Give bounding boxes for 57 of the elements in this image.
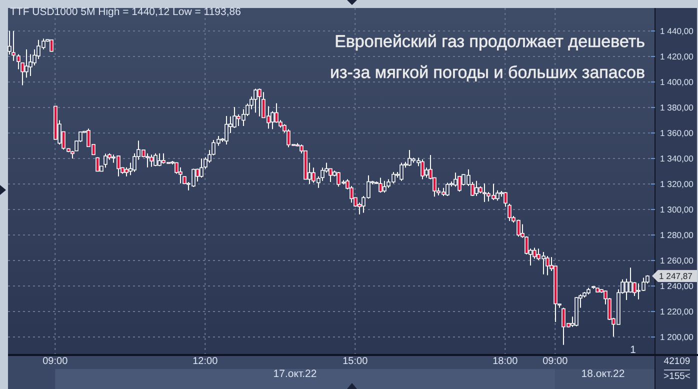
candlestick bbox=[482, 182, 486, 202]
candlestick bbox=[158, 152, 162, 167]
text: 18.окт.22 bbox=[581, 368, 625, 380]
y-tick-label: 1 280,00 bbox=[660, 230, 694, 240]
candlestick bbox=[146, 152, 150, 168]
y-tick-label: 1 340,00 bbox=[660, 154, 694, 164]
candlestick bbox=[150, 154, 154, 168]
y-tick-label: 1 420,00 bbox=[660, 51, 694, 62]
candlestick bbox=[12, 30, 16, 62]
x-tick-label: 18:00 bbox=[492, 356, 518, 367]
y-tick-label: 1 300,00 bbox=[660, 204, 694, 215]
text: 1 247,87 bbox=[659, 270, 693, 281]
x-tick-label: 09:00 bbox=[42, 356, 68, 367]
text: >155< bbox=[664, 371, 691, 382]
candlestick bbox=[178, 166, 182, 184]
candlestick bbox=[224, 116, 228, 145]
candlestick bbox=[378, 177, 382, 194]
candlestick bbox=[258, 88, 262, 117]
candlestick bbox=[254, 88, 258, 114]
text: 42109 bbox=[664, 356, 690, 367]
y-tick-label: 1 380,00 bbox=[660, 102, 694, 112]
candlestick bbox=[454, 172, 458, 188]
candlestick bbox=[50, 39, 54, 52]
text: Европейский газ продолжает дешеветь из-за мягкой погоды и больших запасов bbox=[330, 32, 646, 82]
candlestick bbox=[96, 156, 100, 172]
y-tick-label: 1 400,00 bbox=[660, 76, 694, 87]
candlestick bbox=[382, 180, 386, 194]
candlestick bbox=[28, 54, 32, 76]
candlestick bbox=[16, 54, 20, 70]
candlestick bbox=[474, 180, 478, 196]
candlestick bbox=[632, 282, 636, 296]
y-tick-label: 1 220,00 bbox=[660, 306, 694, 317]
candlestick bbox=[458, 175, 462, 192]
candlestick bbox=[624, 278, 628, 301]
candlestick bbox=[400, 162, 404, 182]
candlestick bbox=[154, 152, 158, 167]
x-tick-label: 12:00 bbox=[192, 356, 218, 367]
y-tick-label: 1 440,00 bbox=[660, 26, 694, 36]
candlestick bbox=[200, 158, 204, 178]
x-tick-label: 15:00 bbox=[342, 356, 368, 367]
candlestick bbox=[24, 48, 28, 78]
x-tick-label: 09:00 bbox=[542, 356, 568, 367]
candlestick bbox=[628, 267, 632, 294]
text: 17.окт.22 bbox=[273, 368, 317, 380]
candlestick bbox=[546, 256, 550, 276]
y-tick-label: 1 260,00 bbox=[660, 256, 694, 266]
candlestick bbox=[446, 182, 450, 196]
y-tick-label: 1 320,00 bbox=[660, 179, 694, 190]
candlestick bbox=[408, 149, 412, 167]
annotation: 1 bbox=[630, 344, 636, 356]
candlestick bbox=[104, 153, 108, 168]
y-tick-label: 1 200,00 bbox=[660, 332, 694, 342]
candlestick bbox=[420, 158, 424, 180]
candlestick bbox=[274, 102, 278, 124]
annotation: TTF USD1000 5M High = 1440,12 Low = 1193,86 bbox=[10, 6, 242, 18]
y-tick-label: 1 240,00 bbox=[660, 281, 694, 292]
y-tick-label: 1 360,00 bbox=[660, 128, 694, 138]
